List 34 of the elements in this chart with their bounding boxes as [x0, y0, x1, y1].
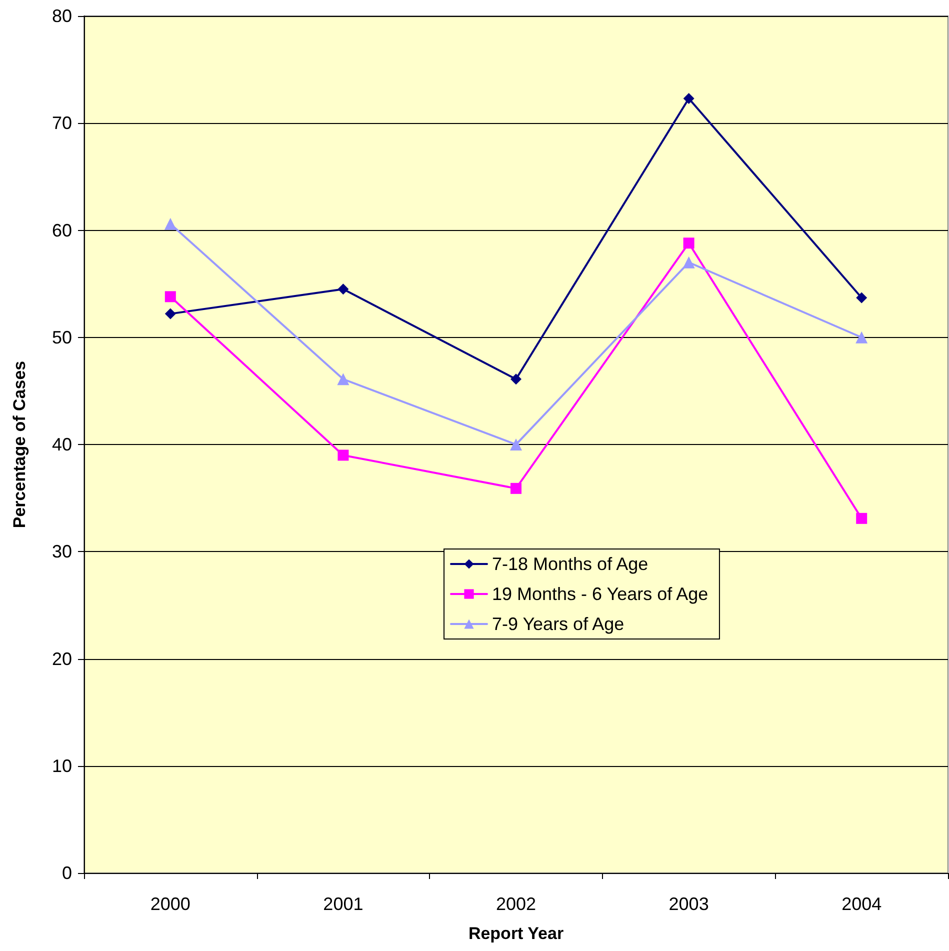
legend-label: 7-9 Years of Age [492, 614, 624, 634]
point [164, 308, 176, 320]
x-tick-label: 2001 [323, 894, 364, 914]
point [856, 512, 868, 524]
x-tick-label: 2004 [842, 894, 882, 914]
point [856, 331, 868, 344]
point [510, 438, 522, 450]
legend-label: 7-18 Months of Age [492, 554, 648, 574]
y-tick-label: 10 [52, 756, 72, 776]
x-tick-label: 2003 [668, 894, 709, 914]
point [683, 92, 694, 104]
y-tick-label: 70 [52, 113, 72, 134]
y-tick-label: 30 [52, 542, 72, 562]
point [338, 450, 349, 461]
legend-label: 19 Months - 6 Years of Age [492, 584, 708, 604]
point [682, 256, 695, 268]
y-tick-label: 80 [52, 6, 72, 26]
point [683, 238, 694, 249]
point [164, 291, 176, 302]
x-tick-label: 2002 [496, 894, 536, 914]
point [510, 374, 522, 385]
point [856, 292, 868, 304]
x-axis-title: Report Year [468, 924, 564, 943]
x-tick-label: 2000 [150, 894, 190, 914]
y-axis-title: Percentage of Cases [10, 360, 29, 528]
point [164, 218, 176, 230]
y-tick-label: 60 [52, 220, 72, 240]
y-tick-label: 50 [52, 327, 72, 348]
point [510, 482, 522, 494]
y-tick-label: 40 [52, 434, 72, 454]
point [338, 284, 349, 295]
point [337, 373, 350, 386]
y-tick-label: 20 [52, 648, 72, 669]
y-tick-label: 0 [62, 863, 72, 883]
